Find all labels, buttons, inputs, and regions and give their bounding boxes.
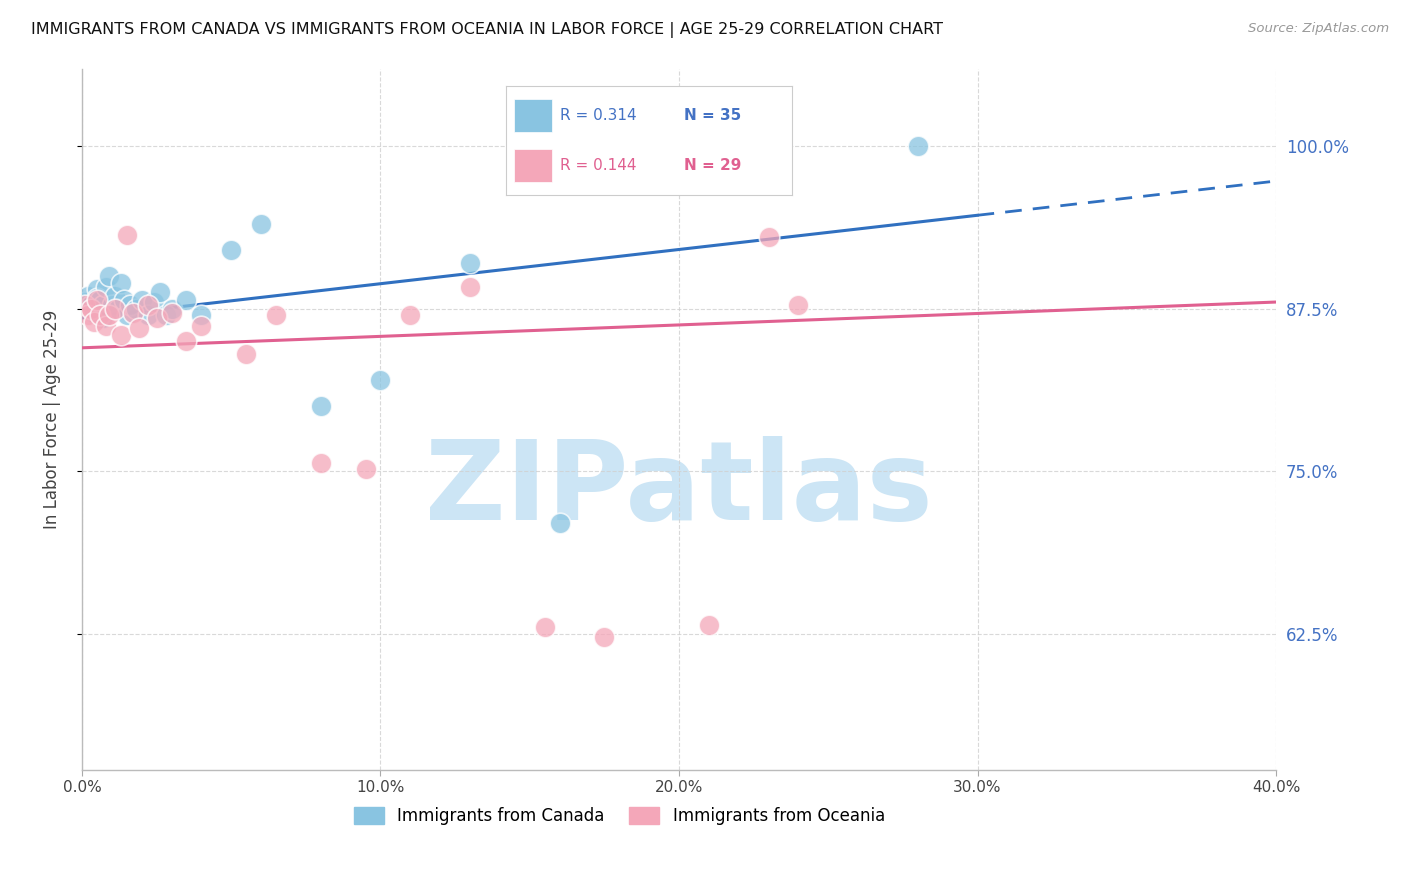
Point [145, 310, 167, 325]
Y-axis label: In Labor Force | Age 25-29: In Labor Force | Age 25-29 [44, 310, 60, 529]
Point [219, 244, 242, 258]
Point [89, 309, 111, 323]
Point [121, 306, 143, 320]
Point [115, 227, 138, 242]
Point [86, 292, 108, 306]
Text: Source: ZipAtlas.com: Source: ZipAtlas.com [1249, 22, 1389, 36]
Point [86, 293, 108, 307]
Point [91, 310, 114, 325]
Point [190, 318, 212, 333]
Point [370, 373, 392, 387]
Text: IMMIGRANTS FROM CANADA VS IMMIGRANTS FROM OCEANIA IN LABOR FORCE | AGE 25-29 COR: IMMIGRANTS FROM CANADA VS IMMIGRANTS FRO… [31, 22, 943, 38]
Point [160, 306, 183, 320]
Point [83, 306, 105, 320]
Point [176, 334, 198, 349]
Point [125, 301, 148, 316]
Point [77, 289, 100, 303]
Point [77, 309, 100, 323]
Point [110, 276, 132, 290]
Point [73, 295, 96, 310]
Point [155, 309, 177, 323]
Point [533, 620, 555, 634]
Point [110, 327, 132, 342]
Point [80, 301, 103, 316]
Text: ZIPatlas: ZIPatlas [425, 436, 934, 543]
Point [86, 282, 108, 296]
Point [131, 293, 153, 307]
Point [115, 309, 138, 323]
Point [697, 617, 720, 632]
Point [83, 315, 105, 329]
Point [264, 309, 287, 323]
Point [309, 399, 332, 413]
Point [190, 309, 212, 323]
Point [142, 295, 165, 310]
Point [97, 269, 120, 284]
Legend: Immigrants from Canada, Immigrants from Oceania: Immigrants from Canada, Immigrants from … [354, 806, 884, 825]
Point [399, 309, 422, 323]
Point [112, 293, 135, 307]
Point [94, 279, 117, 293]
Point [91, 298, 114, 312]
Point [160, 301, 183, 316]
Point [458, 279, 481, 293]
Point [136, 309, 159, 323]
Point [128, 321, 150, 335]
Point [309, 457, 332, 471]
Point [101, 298, 124, 312]
Point [73, 298, 96, 312]
Point [458, 256, 481, 270]
Point [89, 293, 111, 307]
Point [758, 230, 780, 244]
Point [354, 461, 377, 475]
Point [89, 301, 111, 316]
Point [97, 309, 120, 323]
Point [104, 289, 127, 303]
Point [80, 298, 103, 312]
Point [548, 516, 571, 531]
Point [176, 293, 198, 307]
Point [593, 631, 616, 645]
Point [104, 301, 127, 316]
Point [148, 285, 170, 299]
Point [136, 298, 159, 312]
Point [787, 298, 810, 312]
Point [118, 298, 141, 312]
Point [235, 347, 257, 361]
Point [250, 218, 273, 232]
Point [907, 139, 929, 153]
Point [94, 318, 117, 333]
Point [107, 301, 129, 316]
